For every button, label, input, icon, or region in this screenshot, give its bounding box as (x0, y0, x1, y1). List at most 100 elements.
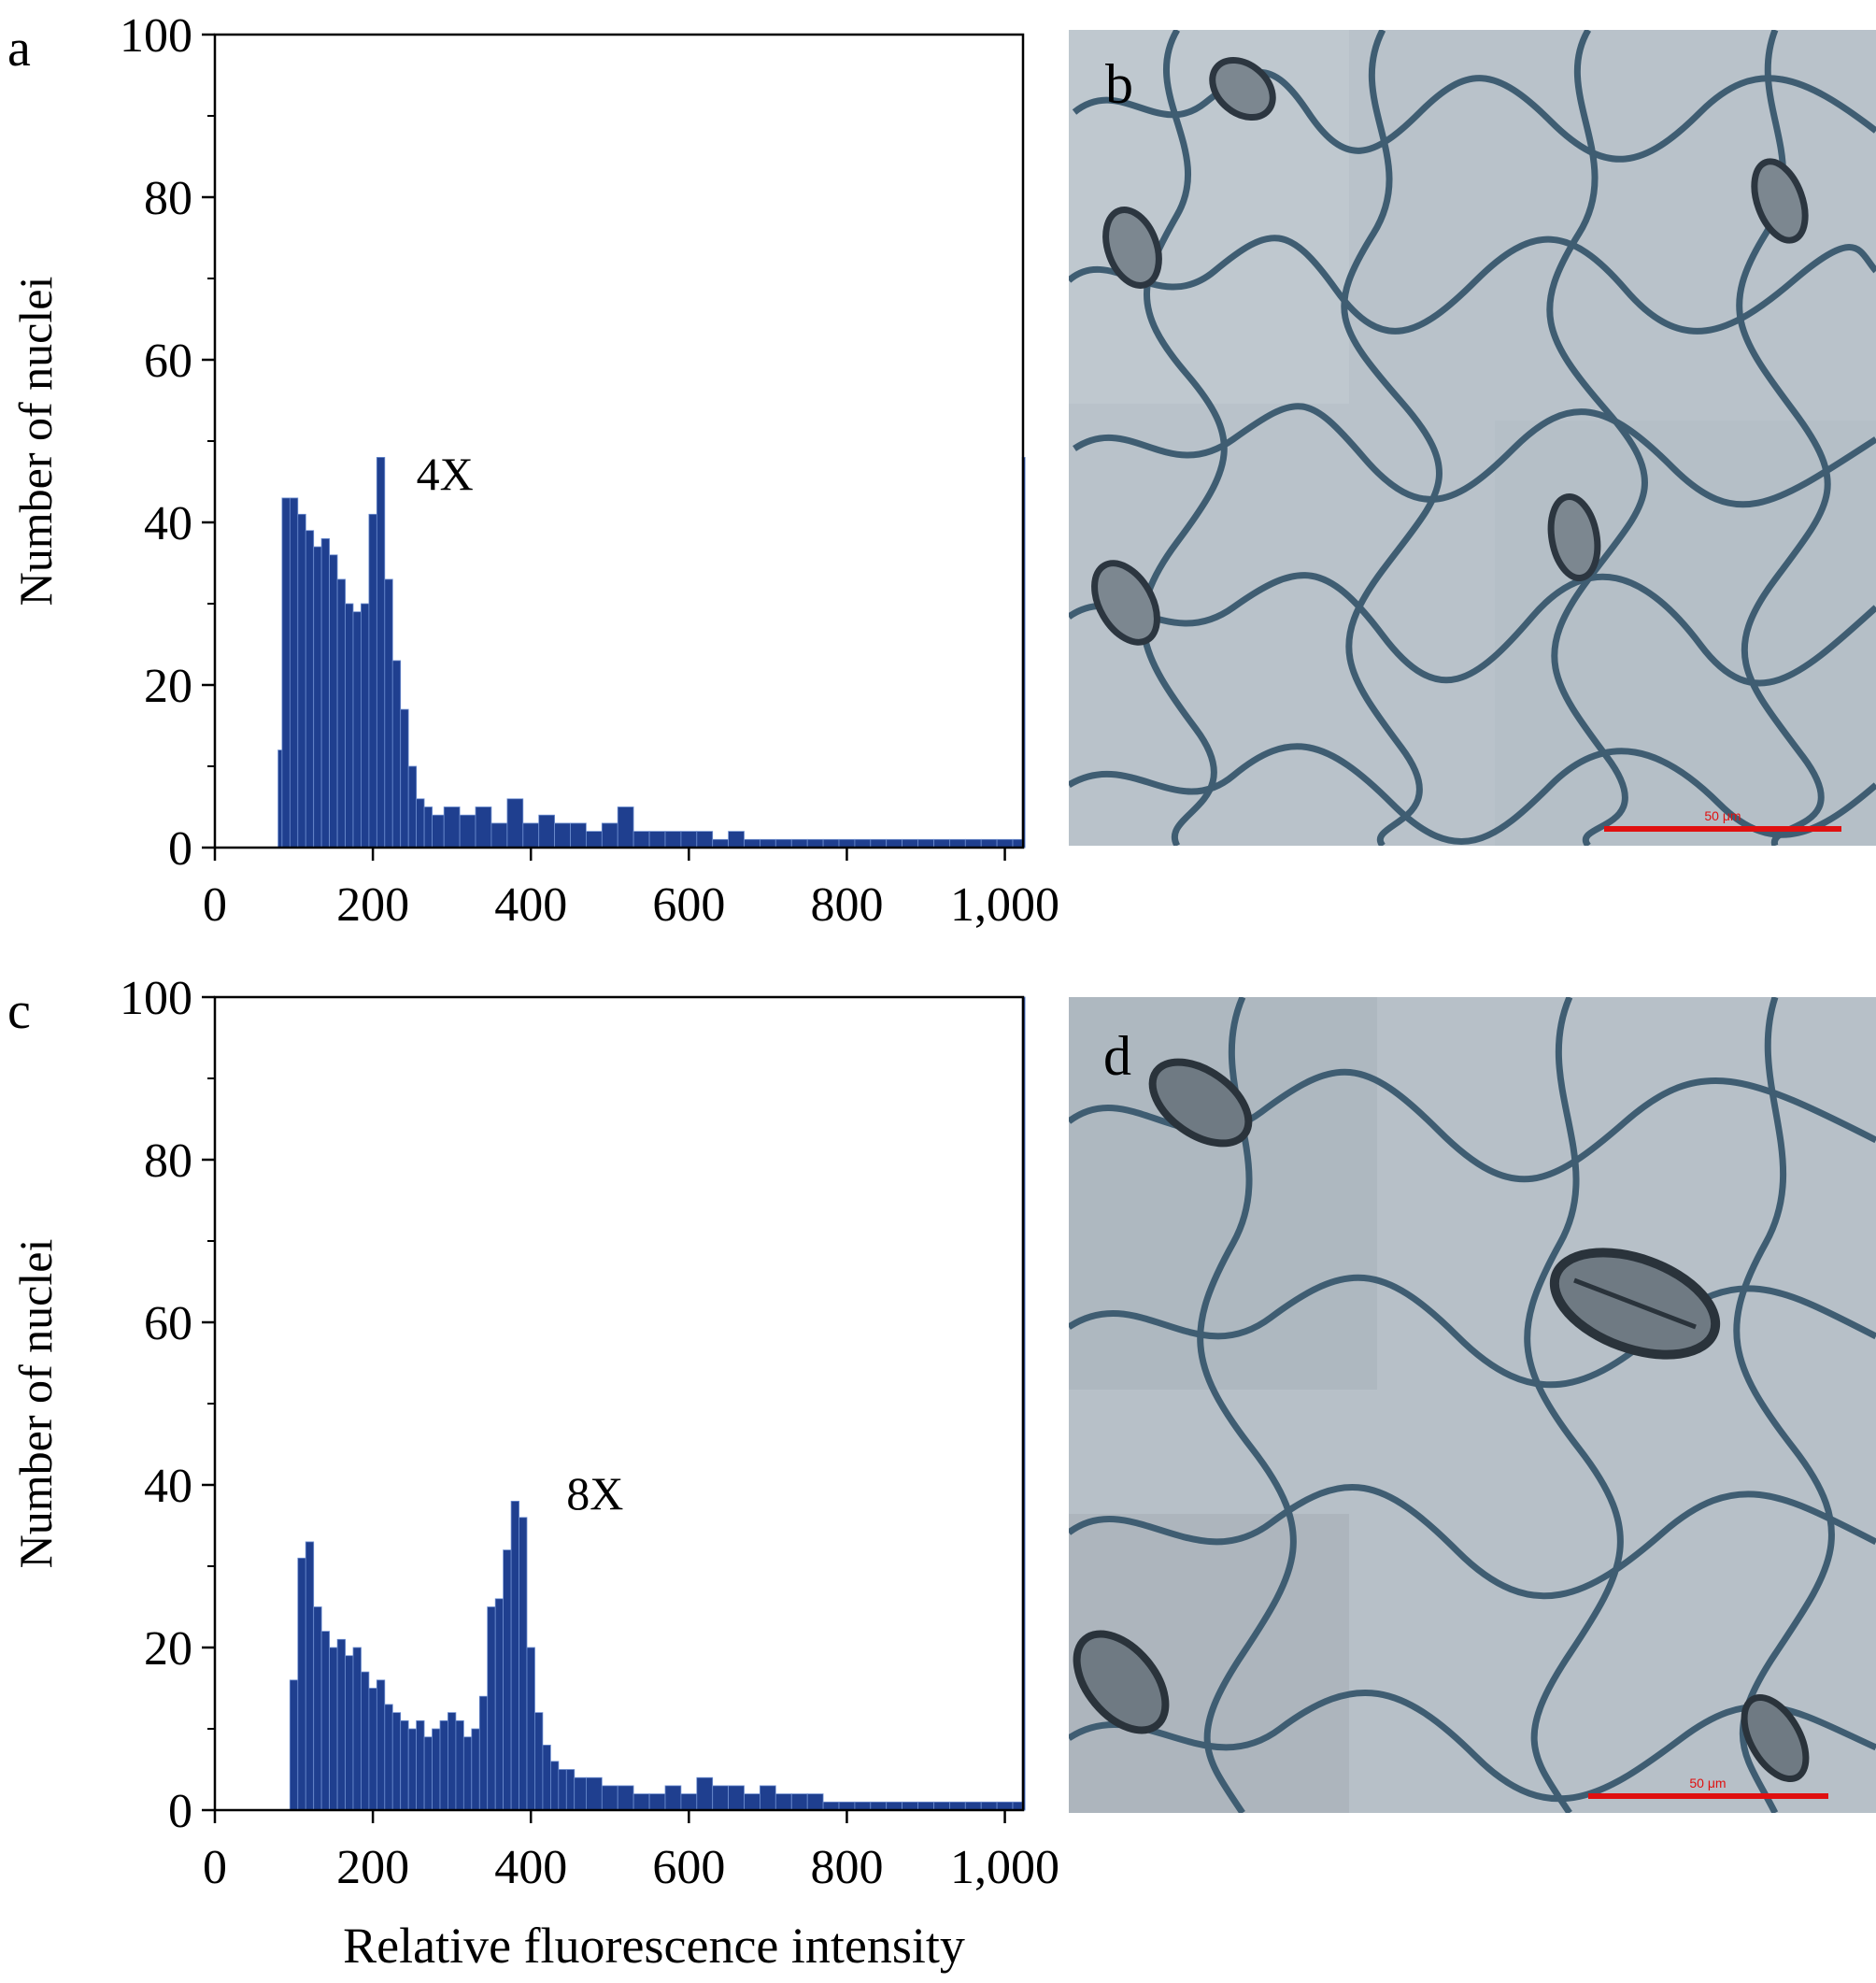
histogram-bar-c (352, 1647, 362, 1811)
histogram-bar-a (601, 822, 618, 849)
histogram-panel-a: a 0 20 40 60 80 100 0 200 400 600 800 1,000 Number… (7, 9, 1059, 932)
histogram-bar-c (534, 1712, 544, 1811)
histogram-bar-a (400, 708, 409, 849)
histogram-bar-a (305, 530, 315, 849)
panel-letter-d: d (1103, 1025, 1131, 1087)
histogram-bar-a (617, 806, 634, 849)
x-axis-ticks-a: 0 200 400 600 800 1,000 (203, 848, 1059, 932)
histogram-bar-c (760, 1785, 776, 1811)
histogram-bar-c (617, 1785, 634, 1811)
histogram-bar-c (806, 1793, 824, 1811)
histogram-bar-a (980, 838, 998, 849)
histogram-bar-c (712, 1785, 730, 1811)
histogram-bar-c (790, 1793, 808, 1811)
histogram-bar-c (1012, 1801, 1023, 1811)
histogram-bar-c (478, 1695, 489, 1811)
histogram-bar-a (586, 831, 603, 849)
histogram-bar-a (775, 838, 792, 849)
histogram-bar-c (728, 1785, 745, 1811)
y-tick-label-c: 60 (144, 1297, 192, 1350)
histogram-bar-a (838, 838, 856, 849)
histogram-bar-c (455, 1719, 464, 1811)
histogram-bar-c (632, 1793, 650, 1811)
histogram-bar-a (376, 456, 386, 849)
y-tick-label-a: 40 (144, 497, 192, 550)
histogram-bar-c (400, 1719, 409, 1811)
histogram-bar-a (806, 838, 824, 849)
y-tick-label-c: 0 (168, 1785, 192, 1838)
histogram-bar-c (574, 1776, 587, 1811)
histogram-bar-a (329, 554, 338, 849)
x-tick-label-a: 200 (336, 878, 409, 932)
histogram-bar-c (558, 1769, 567, 1811)
histogram-bar-a (728, 831, 745, 849)
y-tick-label-a: 60 (144, 335, 192, 388)
histogram-bar-c (297, 1557, 306, 1811)
histogram-bar-a (1012, 838, 1023, 849)
histogram-bar-c (423, 1736, 433, 1811)
histogram-bar-a (391, 660, 402, 849)
panel-letter-c: c (7, 982, 31, 1040)
histogram-bar-a (854, 838, 872, 849)
y-axis-ticks-a: 0 20 40 60 80 100 (120, 9, 215, 876)
y-axis-label-c: Number of nuclei (9, 1239, 62, 1569)
histogram-bar-c (384, 1704, 393, 1811)
histogram-bar-a (538, 814, 556, 849)
histogram-bar-c (305, 1541, 315, 1811)
histogram-bar-c (360, 1671, 370, 1811)
histogram-bar-c (447, 1712, 457, 1811)
histogram-bar-c (917, 1801, 934, 1811)
histogram-bar-a (281, 497, 291, 849)
histogram-bar-a (822, 838, 840, 849)
histogram-bar-c (838, 1801, 856, 1811)
histogram-bar-a (475, 806, 492, 849)
histogram-bar-a (352, 611, 362, 849)
x-tick-label-c: 0 (203, 1841, 227, 1894)
histogram-bar-c (336, 1638, 347, 1811)
y-tick-label-a: 100 (120, 9, 192, 63)
histogram-bar-a (554, 822, 571, 849)
annotation-8x: 8X (566, 1467, 623, 1519)
histogram-bar-c (345, 1655, 354, 1811)
histogram-bar-c (980, 1801, 998, 1811)
histogram-bar-a (664, 831, 682, 849)
histogram-bar-c (933, 1801, 950, 1811)
histogram-bar-a (712, 838, 730, 849)
histogram-bar-c (586, 1776, 603, 1811)
histogram-bar-c (526, 1647, 535, 1811)
histogram-bar-c (462, 1736, 473, 1811)
histogram-bar-a (964, 838, 982, 849)
histogram-bars-a (277, 456, 1026, 849)
histogram-bar-a (490, 822, 508, 849)
x-tick-label-a: 0 (203, 878, 227, 932)
y-axis-ticks-c: 0 20 40 60 80 100 (120, 972, 215, 1838)
micrograph-panel-b: b 50 μm (1069, 30, 1876, 846)
histogram-bar-a (277, 749, 283, 849)
histogram-bar-a (996, 838, 1014, 849)
x-tick-label-c: 1,000 (950, 1841, 1059, 1894)
histogram-bar-c (471, 1728, 480, 1811)
histogram-bar-a (522, 822, 540, 849)
histogram-bar-a (459, 814, 476, 849)
x-axis-label: Relative fluorescence intensity (343, 1918, 965, 1974)
histogram-bar-a (297, 513, 306, 849)
histogram-bar-a (345, 603, 354, 849)
x-tick-label-a: 400 (494, 878, 567, 932)
histogram-bar-a (313, 546, 322, 849)
histogram-bar-c (289, 1679, 299, 1811)
histogram-bar-a (917, 838, 934, 849)
histogram-bar-c (870, 1801, 888, 1811)
histogram-bars-c (289, 996, 1026, 1811)
histogram-bar-a (443, 806, 461, 849)
scale-bar-label-d: 50 μm (1689, 1776, 1726, 1790)
annotation-4x: 4X (417, 448, 474, 500)
histogram-bar-c (775, 1793, 792, 1811)
histogram-bar-c (744, 1793, 760, 1811)
epidermal-cells-b (1069, 30, 1876, 846)
histogram-bar-a (384, 578, 393, 849)
histogram-bar-a (432, 814, 445, 849)
histogram-bar-c (416, 1719, 425, 1811)
y-tick-label-a: 20 (144, 660, 192, 713)
x-tick-label-c: 200 (336, 1841, 409, 1894)
histogram-bar-c (320, 1631, 331, 1811)
